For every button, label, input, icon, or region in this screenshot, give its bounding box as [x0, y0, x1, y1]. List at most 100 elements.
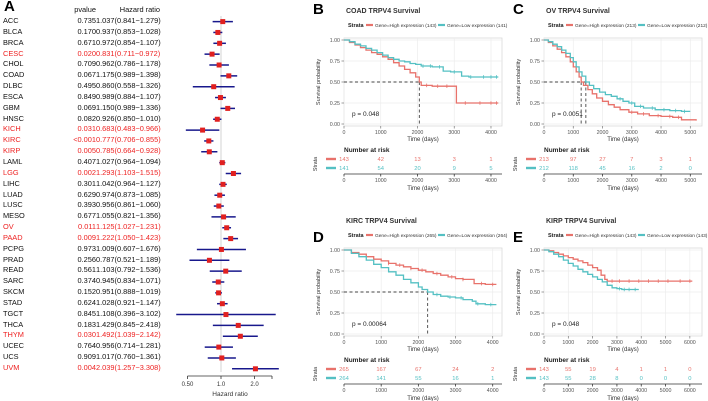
forest-row-kich: KICH 0.031 0.683(0.483−0.966) — [3, 124, 161, 135]
forest-header: pvalue Hazard ratio — [3, 4, 160, 15]
hr-marker-ucs — [219, 355, 225, 361]
hr-ci-cell: 1.125(1.027−1.231) — [96, 222, 161, 232]
y-tick-label: 0.75 — [330, 59, 340, 65]
hr-marker-read — [223, 268, 229, 274]
risk-count-high: 2 — [491, 367, 494, 373]
cancer-label: LUSC — [3, 200, 23, 210]
forest-panel: A pvalue Hazard ratio ACC 0.735 1.037(0.84… — [0, 0, 310, 401]
y-tick-label: 0.75 — [530, 269, 540, 275]
hr-marker-hnsc — [214, 116, 220, 122]
pvalue-cell: 0.256 — [77, 254, 97, 264]
panel-label: D — [313, 229, 324, 246]
x-tick-label: 2000 — [597, 130, 609, 136]
hr-marker-lgg — [230, 171, 236, 176]
risk-count-high: 143 — [539, 367, 549, 373]
x-axis-title: Time (days) — [407, 347, 438, 353]
cancer-label: KIRC — [3, 135, 21, 145]
risk-count-low: 8 — [615, 376, 618, 382]
panel-a-label: A — [4, 0, 15, 15]
x-tick-label: 4000 — [655, 130, 667, 136]
cancer-label: READ — [3, 265, 24, 275]
risk-axis-tick-label: 1000 — [567, 178, 579, 184]
pvalue-cell: 0.561 — [77, 265, 97, 275]
risk-count-low: 141 — [339, 166, 349, 172]
cancer-label: COAD — [3, 70, 25, 80]
forest-row-skcm: SKCM 0.152 0.951(0.888−1.019) — [3, 287, 161, 298]
pvalue-cell: 0.067 — [77, 70, 97, 80]
hr-ci-cell: 1.429(0.845−2.418) — [96, 319, 161, 329]
risk-axis-tick-label: 3000 — [626, 178, 638, 184]
hr-ci-cell: 1.492(1.039−2.142) — [96, 330, 161, 340]
y-axis-title: Survival probability — [316, 59, 322, 105]
risk-axis-title: Time (days) — [607, 186, 638, 192]
x-tick-label: 4000 — [485, 130, 497, 136]
x-tick-label: 1000 — [375, 130, 387, 136]
cancer-label: STAD — [3, 297, 23, 307]
risk-axis-tick-label: 2000 — [587, 388, 599, 394]
hr-marker-luad — [217, 192, 223, 198]
hr-ci-cell: 1.027(0.964−1.094) — [96, 156, 161, 166]
risk-axis-tick-label: 1000 — [375, 178, 387, 184]
y-tick-label: 0.00 — [530, 332, 540, 338]
risk-table-title: Number at risk — [544, 357, 590, 364]
cancer-label: MESO — [3, 211, 25, 221]
forest-row-sarc: SARC 0.374 0.945(0.834−1.071) — [3, 276, 161, 287]
risk-count-low: 20 — [414, 166, 420, 172]
risk-count-low: 45 — [599, 166, 605, 172]
hr-ci-cell: 0.787(0.521−1.189) — [96, 254, 161, 264]
hr-ci-cell: 0.860(0.558−1.326) — [96, 81, 161, 91]
pvalue-cell: 0.082 — [77, 113, 97, 123]
cancer-label: UCEC — [3, 341, 24, 351]
km-panel-kirp: E KIRP TRPV4 Survival Strata Gene=High expr… — [510, 200, 708, 401]
x-tick-label: 0 — [343, 130, 346, 136]
risk-count-high: 7 — [630, 157, 633, 163]
cancer-label: LUAD — [3, 189, 23, 199]
forest-axis-tick-label: 0.50 — [182, 382, 194, 388]
p-value: p = 0.0051 — [552, 111, 583, 118]
hr-ci-cell: 1.042(0.964−1.127) — [96, 178, 161, 188]
survival-curve-low — [544, 249, 639, 291]
legend-title: Strata — [348, 23, 365, 29]
hr-marker-blca — [215, 29, 221, 35]
y-axis-title: Survival probability — [516, 269, 522, 315]
x-axis-title: Time (days) — [607, 347, 638, 353]
hr-marker-lusc — [216, 203, 222, 209]
pvalue-cell: 0.002 — [77, 167, 97, 177]
p-value: p = 0.00064 — [352, 321, 387, 328]
forest-row-meso: MESO 0.677 1.055(0.821−1.356) — [3, 211, 161, 222]
hr-marker-kirp — [206, 149, 212, 155]
hr-marker-paad — [228, 236, 234, 242]
forest-row-prad: PRAD 0.256 0.787(0.521−1.189) — [3, 254, 161, 266]
risk-axis-title: Time (days) — [407, 396, 438, 401]
hr-marker-prad — [206, 257, 212, 263]
risk-count-high: 55 — [565, 367, 571, 373]
forest-row-ucec: UCEC 0.764 0.956(0.714−1.281) — [3, 341, 161, 352]
hr-ci-cell: 1.293(1.103−1.515) — [96, 167, 161, 177]
risk-count-high: 1 — [689, 157, 692, 163]
risk-table-title: Number at risk — [544, 147, 590, 154]
km-title: KIRP TRPV4 Survival — [546, 218, 616, 225]
hr-ci-cell: 1.037(0.841−1.279) — [96, 16, 161, 25]
risk-count-high: 24 — [452, 367, 459, 373]
risk-axis-tick-label: 2000 — [597, 178, 609, 184]
hr-marker-tgct — [223, 312, 229, 318]
pvalue-cell: 0.677 — [77, 211, 97, 221]
hr-ci-cell: 0.926(0.850−1.010) — [96, 113, 161, 123]
legend-title: Strata — [348, 233, 365, 239]
risk-count-low: 28 — [589, 376, 595, 382]
risk-count-low: 118 — [569, 166, 578, 172]
panel-label: C — [513, 1, 524, 18]
km-chart-C: C OV TRPV4 Survival Strata Gene=High expres… — [513, 1, 708, 192]
risk-count-high: 67 — [415, 367, 421, 373]
col-header-hazard-ratio: Hazard ratio — [119, 5, 160, 14]
hr-marker-thym — [237, 333, 243, 339]
x-tick-label: 3000 — [611, 340, 623, 346]
forest-row-thca: THCA 0.183 1.429(0.845−2.418) — [3, 319, 161, 331]
forest-row-thym: THYM 0.030 1.492(1.039−2.142) — [3, 330, 161, 341]
y-tick-label: 0.00 — [330, 122, 340, 128]
risk-axis-tick-label: 4000 — [487, 388, 499, 394]
x-tick-label: 6000 — [684, 340, 696, 346]
y-tick-label: 0.75 — [330, 269, 340, 275]
p-value: p = 0.048 — [552, 321, 580, 328]
pvalue-cell: 0.764 — [77, 341, 97, 351]
